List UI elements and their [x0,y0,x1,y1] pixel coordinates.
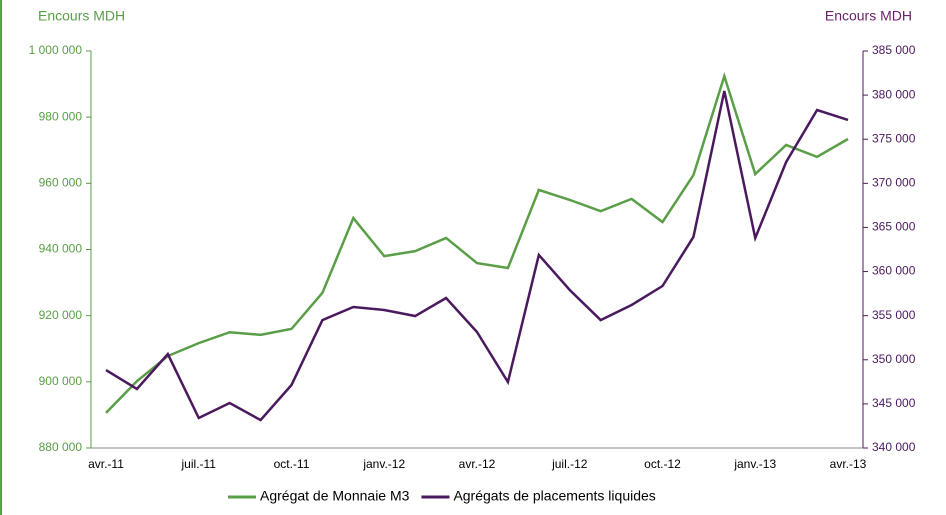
x-tick-label: oct.-12 [644,457,681,471]
legend-label: Agrégats de placements liquides [453,488,655,504]
x-tick-label: avr.-11 [88,457,124,471]
x-tick-label: oct.-11 [274,457,310,471]
y2-tick-label: 340 000 [872,440,916,454]
y-tick-label: 1 000 000 [29,43,83,57]
y2-tick-label: 360 000 [872,264,916,278]
y-tick-label: 900 000 [39,374,83,388]
y2-tick-label: 375 000 [872,131,916,145]
series-line [105,90,849,422]
y-tick-label: 920 000 [39,308,83,322]
series-line [105,71,849,414]
x-tick-label: avr.-12 [459,457,496,471]
y2-tick-label: 355 000 [872,308,916,322]
y2-tick-label: 345 000 [872,396,916,410]
x-tick-label: juil.-11 [181,457,217,471]
y-tick-label: 880 000 [39,440,83,454]
x-tick-label: janv.-13 [733,457,776,471]
x-tick-label: avr.-13 [830,457,867,471]
y-tick-label: 940 000 [39,242,83,256]
y2-tick-label: 350 000 [872,352,916,366]
y2-tick-label: 380 000 [872,87,916,101]
y-axis-label: Encours MDH [38,8,125,24]
y-tick-label: 980 000 [39,109,83,123]
x-tick-label: janv.-12 [362,457,405,471]
y2-axis-label: Encours MDH [825,8,912,24]
y-tick-label: 960 000 [39,176,83,190]
y2-tick-label: 370 000 [872,176,916,190]
y2-tick-label: 385 000 [872,43,916,57]
x-tick-label: juil.-12 [551,457,588,471]
y2-tick-label: 365 000 [872,220,916,234]
legend-label: Agrégat de Monnaie M3 [260,488,410,504]
